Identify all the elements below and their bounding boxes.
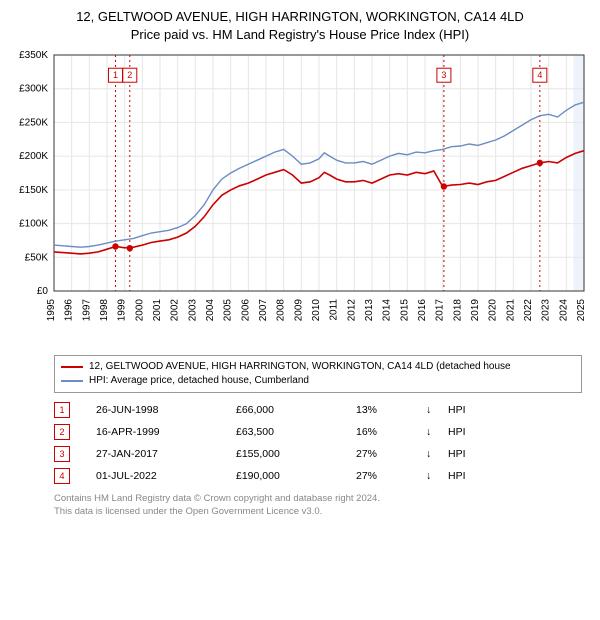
footer-line-2: This data is licensed under the Open Gov… — [54, 506, 582, 519]
down-arrow-icon: ↓ — [426, 404, 438, 416]
svg-text:2014: 2014 — [382, 299, 393, 322]
svg-text:2000: 2000 — [134, 299, 145, 322]
sale-vs-label: HPI — [448, 448, 466, 460]
sale-vs-label: HPI — [448, 404, 466, 416]
legend-label: HPI: Average price, detached house, Cumb… — [89, 374, 309, 388]
sale-price: £190,000 — [236, 470, 346, 482]
sale-price: £66,000 — [236, 404, 346, 416]
legend-swatch — [61, 366, 83, 368]
svg-text:2002: 2002 — [170, 299, 181, 322]
down-arrow-icon: ↓ — [426, 426, 438, 438]
svg-text:1998: 1998 — [99, 299, 110, 322]
chart-plot: £0 £50K £100K £150K £200K £250K £300K £350K 1995… — [10, 49, 590, 349]
sales-row: 2 16-APR-1999 £63,500 16% ↓ HPI — [54, 421, 582, 443]
sale-marker-number: 2 — [54, 424, 70, 440]
svg-text:2019: 2019 — [470, 299, 481, 322]
svg-text:1: 1 — [113, 70, 118, 80]
sale-date: 26-JUN-1998 — [96, 404, 226, 416]
sales-row: 4 01-JUL-2022 £190,000 27% ↓ HPI — [54, 465, 582, 487]
svg-text:2016: 2016 — [417, 299, 428, 322]
svg-text:2: 2 — [127, 70, 132, 80]
sale-pct: 16% — [356, 426, 416, 438]
svg-text:2012: 2012 — [346, 299, 357, 322]
sales-table: 1 26-JUN-1998 £66,000 13% ↓ HPI 2 16-APR-1999 £6… — [54, 399, 582, 487]
down-arrow-icon: ↓ — [426, 470, 438, 482]
svg-text:2004: 2004 — [205, 299, 216, 322]
footer-line-1: Contains HM Land Registry data © Crown c… — [54, 493, 582, 506]
svg-text:1995: 1995 — [46, 299, 57, 322]
svg-text:1997: 1997 — [81, 299, 92, 322]
footer-attribution: Contains HM Land Registry data © Crown c… — [54, 493, 582, 519]
legend-item: 12, GELTWOOD AVENUE, HIGH HARRINGTON, WO… — [61, 360, 575, 374]
svg-text:2003: 2003 — [187, 299, 198, 322]
svg-text:2008: 2008 — [276, 299, 287, 322]
svg-text:2025: 2025 — [576, 299, 587, 322]
svg-text:2018: 2018 — [452, 299, 463, 322]
legend-item: HPI: Average price, detached house, Cumb… — [61, 374, 575, 388]
svg-text:2009: 2009 — [293, 299, 304, 322]
svg-text:£100K: £100K — [19, 219, 48, 230]
title-line-1: 12, GELTWOOD AVENUE, HIGH HARRINGTON, WO… — [10, 8, 590, 26]
svg-text:2001: 2001 — [152, 299, 163, 322]
svg-text:2021: 2021 — [505, 299, 516, 322]
legend-label: 12, GELTWOOD AVENUE, HIGH HARRINGTON, WO… — [89, 360, 511, 374]
svg-text:£350K: £350K — [19, 50, 48, 61]
svg-text:3: 3 — [441, 70, 446, 80]
svg-text:2023: 2023 — [541, 299, 552, 322]
svg-text:£250K: £250K — [19, 118, 48, 129]
svg-text:£50K: £50K — [25, 252, 49, 263]
sale-price: £155,000 — [236, 448, 346, 460]
svg-text:£300K: £300K — [19, 84, 48, 95]
legend: 12, GELTWOOD AVENUE, HIGH HARRINGTON, WO… — [54, 355, 582, 393]
sale-pct: 27% — [356, 448, 416, 460]
svg-text:4: 4 — [537, 70, 542, 80]
chart-container: 12, GELTWOOD AVENUE, HIGH HARRINGTON, WO… — [0, 0, 600, 527]
svg-text:2007: 2007 — [258, 299, 269, 322]
sales-row: 1 26-JUN-1998 £66,000 13% ↓ HPI — [54, 399, 582, 421]
svg-text:2020: 2020 — [488, 299, 499, 322]
svg-text:2011: 2011 — [329, 299, 340, 321]
title-line-2: Price paid vs. HM Land Registry's House … — [10, 26, 590, 44]
svg-text:£150K: £150K — [19, 185, 48, 196]
sale-marker-number: 1 — [54, 402, 70, 418]
sale-marker-number: 3 — [54, 446, 70, 462]
svg-text:2017: 2017 — [435, 299, 446, 322]
sales-row: 3 27-JAN-2017 £155,000 27% ↓ HPI — [54, 443, 582, 465]
sale-marker-number: 4 — [54, 468, 70, 484]
svg-text:2005: 2005 — [223, 299, 234, 322]
chart-svg: £0 £50K £100K £150K £200K £250K £300K £350K 1995… — [10, 49, 590, 349]
sale-vs-label: HPI — [448, 426, 466, 438]
sale-date: 01-JUL-2022 — [96, 470, 226, 482]
svg-text:1996: 1996 — [64, 299, 75, 322]
down-arrow-icon: ↓ — [426, 448, 438, 460]
sale-date: 16-APR-1999 — [96, 426, 226, 438]
svg-text:£200K: £200K — [19, 151, 48, 162]
legend-swatch — [61, 380, 83, 382]
sale-vs-label: HPI — [448, 470, 466, 482]
sale-pct: 27% — [356, 470, 416, 482]
svg-text:2010: 2010 — [311, 299, 322, 322]
svg-text:2013: 2013 — [364, 299, 375, 322]
sale-price: £63,500 — [236, 426, 346, 438]
svg-text:1999: 1999 — [117, 299, 128, 322]
chart-title: 12, GELTWOOD AVENUE, HIGH HARRINGTON, WO… — [10, 8, 590, 43]
svg-text:2015: 2015 — [399, 299, 410, 322]
svg-text:2022: 2022 — [523, 299, 534, 322]
svg-text:£0: £0 — [37, 286, 49, 297]
sale-date: 27-JAN-2017 — [96, 448, 226, 460]
svg-text:2024: 2024 — [558, 299, 569, 322]
svg-text:2006: 2006 — [240, 299, 251, 322]
sale-pct: 13% — [356, 404, 416, 416]
